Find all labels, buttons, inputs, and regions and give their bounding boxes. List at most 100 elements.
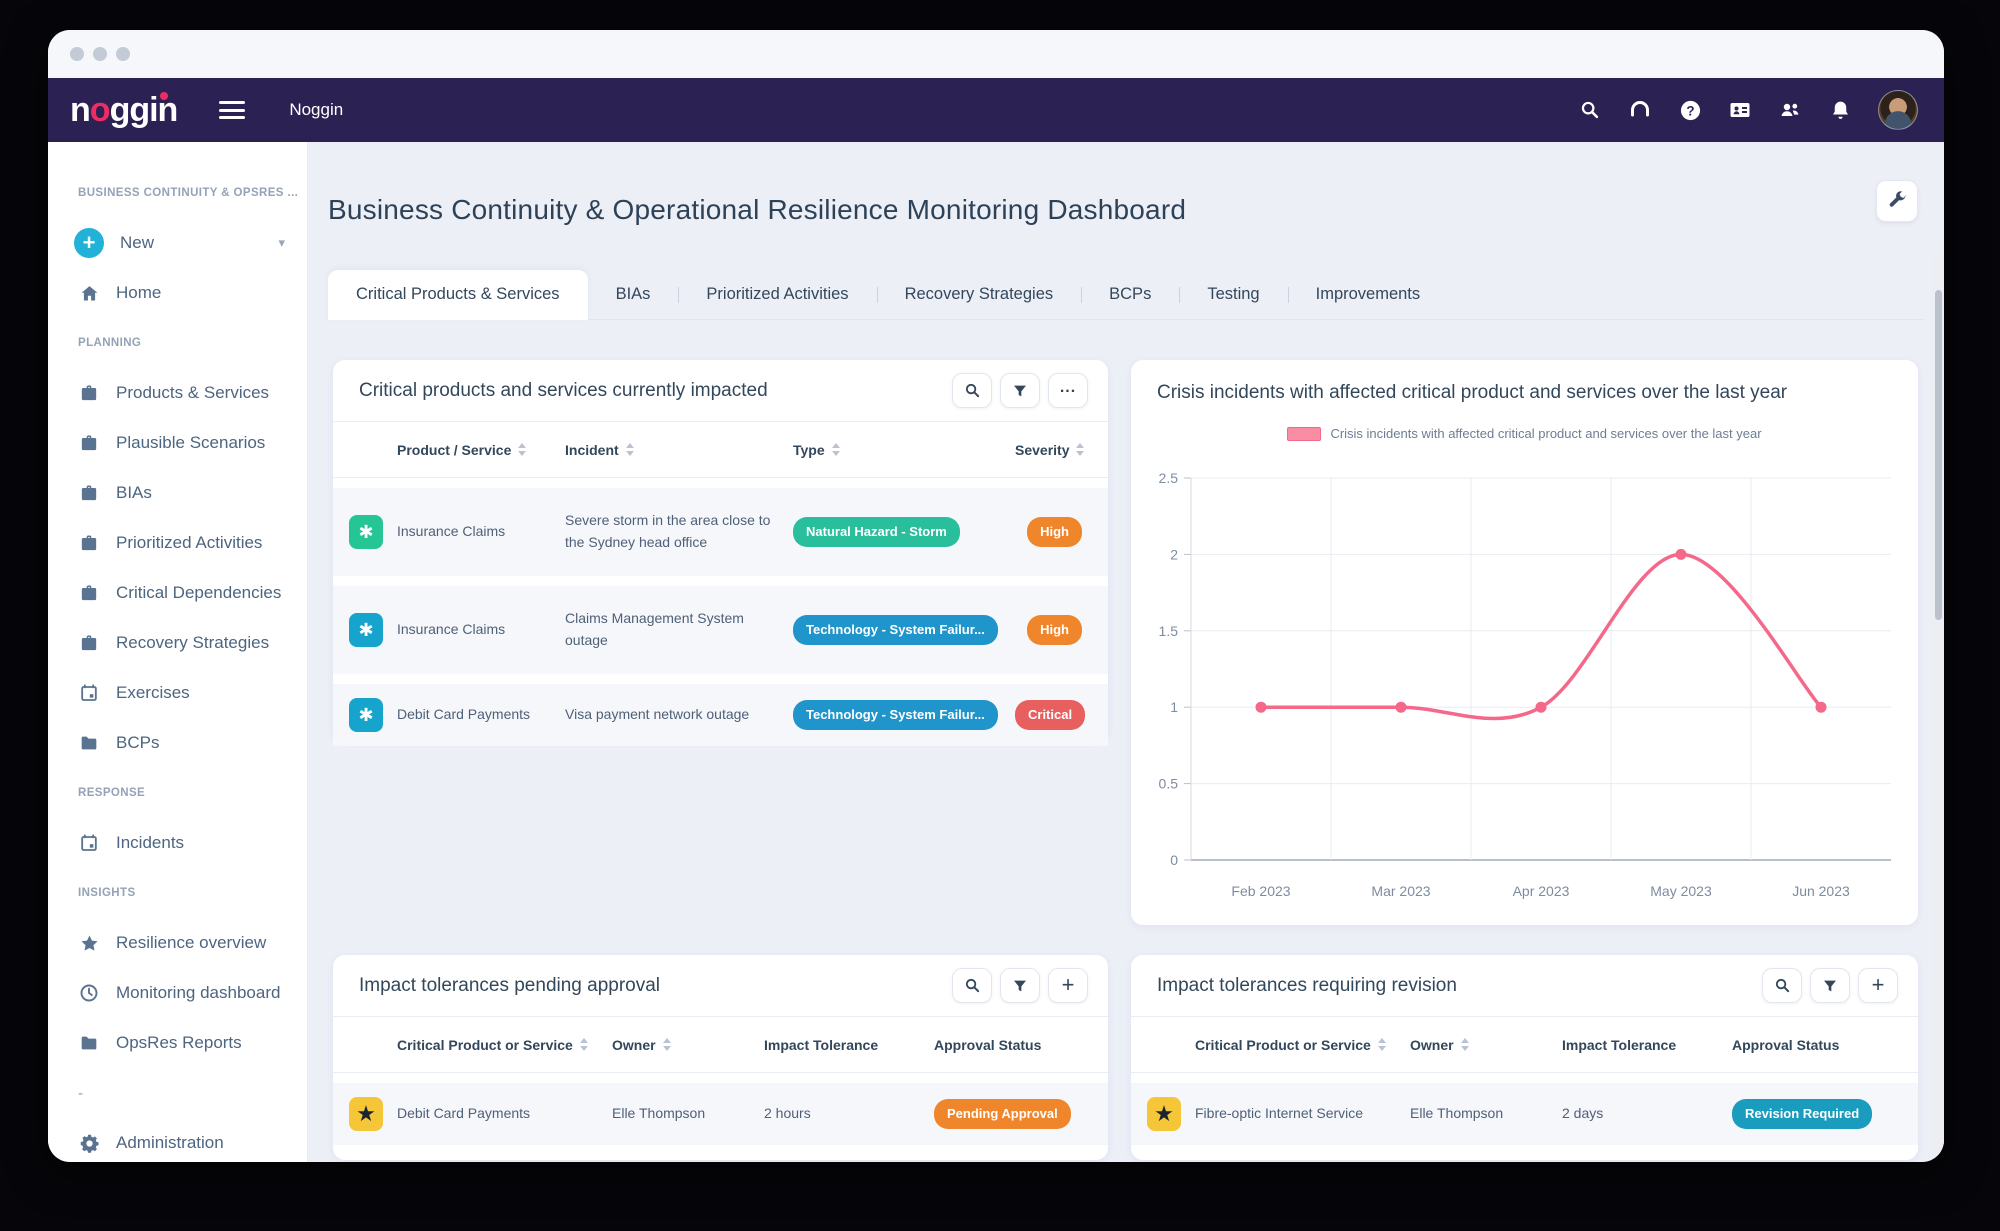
search-icon[interactable]	[1578, 98, 1602, 122]
svg-text:Apr 2023: Apr 2023	[1513, 883, 1570, 899]
search-button[interactable]	[1762, 968, 1802, 1003]
sort-control[interactable]	[1460, 1038, 1469, 1051]
support-headset-icon[interactable]	[1628, 98, 1652, 122]
sidebar-item-critical-dependencies[interactable]: Critical Dependencies	[48, 568, 307, 618]
folder-icon	[78, 1032, 100, 1054]
sidebar-item-opsres-reports[interactable]: OpsRes Reports	[48, 1018, 307, 1068]
tab-bias[interactable]: BIAs	[615, 285, 651, 303]
filter-button[interactable]	[1810, 968, 1850, 1003]
sidebar-section-insights: INSIGHTS	[78, 887, 136, 899]
svg-text:May 2023: May 2023	[1650, 883, 1712, 899]
dashboard-settings-button[interactable]	[1876, 180, 1918, 222]
line-chart: 0 0.5 1 1.5 2 2.5 Feb 2023 Mar 2023 Apr 2023 May …	[1143, 464, 1905, 921]
gear-icon	[78, 1132, 100, 1154]
plus-icon: +	[1061, 971, 1075, 997]
sidebar-stub-item: -	[78, 1084, 83, 1102]
sort-control[interactable]	[625, 443, 634, 456]
logo-text-n: n	[70, 90, 91, 129]
sort-control[interactable]	[662, 1038, 671, 1051]
filter-button[interactable]	[1000, 373, 1040, 408]
svg-text:0.5: 0.5	[1159, 776, 1179, 792]
sidebar-item-monitoring-dashboard[interactable]: Monitoring dashboard	[48, 968, 307, 1018]
scrollbar-thumb[interactable]	[1935, 290, 1942, 620]
window-minimize-button[interactable]	[93, 47, 107, 61]
sidebar-item-prioritized-activities[interactable]: Prioritized Activities	[48, 518, 307, 568]
tolerance-cell: 2 days	[1562, 1105, 1604, 1122]
product-cell: Insurance Claims	[397, 621, 506, 638]
svg-text:1: 1	[1170, 699, 1178, 715]
sidebar-item-administration[interactable]: Administration	[48, 1118, 307, 1162]
sort-control[interactable]	[579, 1038, 588, 1051]
table-row[interactable]: ✱ Insurance Claims Severe storm in the a…	[333, 488, 1108, 576]
plus-circle-icon: +	[74, 228, 104, 258]
owner-cell: Elle Thompson	[1410, 1105, 1504, 1122]
sort-control[interactable]	[1076, 443, 1085, 456]
panel-impact-tolerances-revision: Impact tolerances requiring revision + C…	[1131, 955, 1918, 1160]
sort-control[interactable]	[1377, 1038, 1386, 1051]
table-row[interactable]: ★ Debit Card Payments Elle Thompson 2 ho…	[333, 1083, 1108, 1145]
sidebar-section-response: RESPONSE	[78, 787, 146, 799]
sidebar-item-incidents[interactable]: Incidents	[48, 818, 307, 868]
briefcase-icon	[78, 432, 100, 454]
svg-text:1.5: 1.5	[1159, 623, 1179, 639]
tab-recovery-strategies[interactable]: Recovery Strategies	[876, 270, 1082, 320]
tab-bcps[interactable]: BCPs	[1081, 270, 1179, 320]
sidebar-item-recovery-strategies[interactable]: Recovery Strategies	[48, 618, 307, 668]
sidebar-item-products-services[interactable]: Products & Services	[48, 368, 307, 418]
sidebar-item-exercises[interactable]: Exercises	[48, 668, 307, 718]
svg-text:2: 2	[1170, 546, 1178, 562]
app-title: Noggin	[289, 100, 344, 119]
more-options-button[interactable]: ...	[1048, 373, 1088, 408]
add-button[interactable]: +	[1048, 968, 1088, 1003]
panel-impact-tolerances-pending: Impact tolerances pending approval + Cri…	[333, 955, 1108, 1160]
logo-i-dot	[160, 91, 169, 100]
sidebar-item-bcps[interactable]: BCPs	[48, 718, 307, 768]
search-button[interactable]	[952, 968, 992, 1003]
window-close-button[interactable]	[70, 47, 84, 61]
window-zoom-button[interactable]	[116, 47, 130, 61]
user-avatar[interactable]	[1878, 90, 1918, 130]
new-button[interactable]: + New ▾	[48, 218, 307, 268]
contacts-card-icon[interactable]	[1728, 98, 1752, 122]
sidebar-item-resilience-overview[interactable]: Resilience overview	[48, 918, 307, 968]
chevron-down-icon[interactable]: ▾	[278, 235, 285, 250]
table-row[interactable]: ★ Fibre-optic Internet Service Elle Thom…	[1131, 1083, 1918, 1145]
browser-window: n o ggin Noggin ?	[48, 30, 1944, 1162]
sidebar-item-plausible-scenarios[interactable]: Plausible Scenarios	[48, 418, 307, 468]
briefcase-icon	[78, 632, 100, 654]
svg-text:Feb 2023: Feb 2023	[1231, 883, 1290, 899]
add-button[interactable]: +	[1858, 968, 1898, 1003]
dashboard-tabs: Critical Products & Services BIAs Priori…	[328, 269, 1924, 320]
briefcase-icon	[78, 482, 100, 504]
sort-control[interactable]	[518, 443, 527, 456]
help-icon[interactable]: ?	[1678, 98, 1702, 122]
calendar-icon	[78, 682, 100, 704]
table-row[interactable]: ✱ Debit Card Payments Visa payment netwo…	[333, 684, 1108, 746]
approval-status-badge: Pending Approval	[934, 1098, 1071, 1130]
search-button[interactable]	[952, 373, 992, 408]
filter-button[interactable]	[1000, 968, 1040, 1003]
hamburger-menu-icon[interactable]	[219, 101, 246, 119]
sidebar-item-home[interactable]: Home	[48, 268, 307, 318]
sidebar-item-bias[interactable]: BIAs	[48, 468, 307, 518]
tab-critical-products-services[interactable]: Critical Products & Services	[328, 269, 588, 320]
sidebar: BUSINESS CONTINUITY & OPSRES ... + New ▾…	[48, 142, 308, 1162]
incident-cell: Severe storm in the area close to the Sy…	[565, 512, 771, 550]
product-cell: Debit Card Payments	[397, 706, 531, 723]
svg-text:Mar 2023: Mar 2023	[1371, 883, 1430, 899]
tab-improvements[interactable]: Improvements	[1287, 270, 1449, 320]
product-cell: Insurance Claims	[397, 523, 506, 540]
sort-control[interactable]	[831, 443, 840, 456]
panel-title: Critical products and services currently…	[359, 379, 768, 401]
product-cell: Fibre-optic Internet Service	[1195, 1105, 1364, 1122]
svg-text:Jun 2023: Jun 2023	[1792, 883, 1850, 899]
svg-text:0: 0	[1170, 852, 1178, 868]
noggin-logo[interactable]: n o ggin	[70, 90, 178, 130]
people-icon[interactable]	[1778, 98, 1802, 122]
tab-prioritized-activities[interactable]: Prioritized Activities	[678, 270, 876, 320]
folder-icon	[78, 732, 100, 754]
table-row[interactable]: ✱ Insurance Claims Claims Management Sys…	[333, 586, 1108, 674]
tab-testing[interactable]: Testing	[1179, 270, 1287, 320]
notifications-bell-icon[interactable]	[1828, 98, 1852, 122]
